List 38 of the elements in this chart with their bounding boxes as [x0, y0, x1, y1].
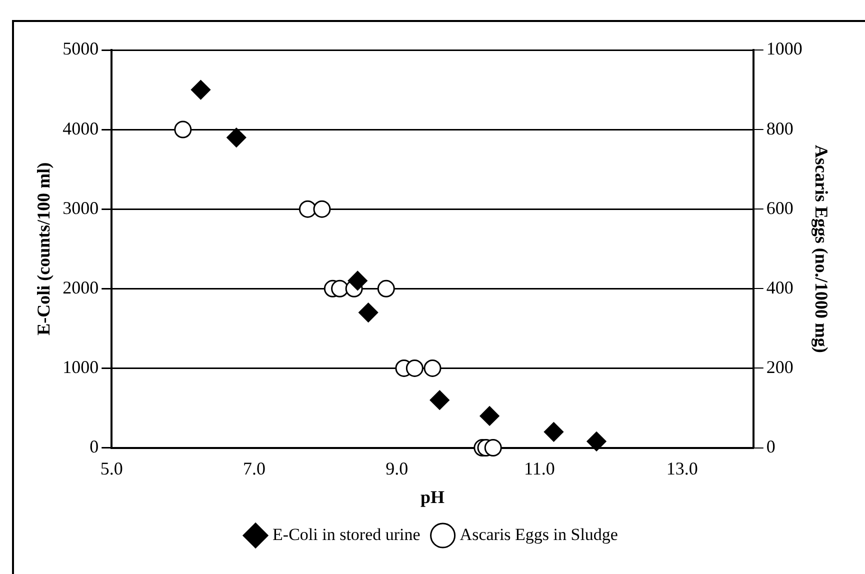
- legend-label: Ascaris Eggs in Sludge: [460, 524, 618, 544]
- point: [226, 128, 246, 148]
- point: [348, 270, 368, 290]
- point: [190, 80, 210, 100]
- y2-tick-label: 200: [766, 356, 794, 377]
- legend-label: E-Coli in stored urine: [272, 524, 420, 544]
- point: [331, 280, 349, 298]
- x-tick-label: 7.0: [242, 458, 266, 478]
- y-axis-title: E-Coli (counts/100 ml): [33, 162, 54, 336]
- point: [406, 359, 424, 377]
- x-axis-title: pH: [420, 486, 445, 507]
- point: [424, 359, 442, 377]
- point: [586, 432, 606, 452]
- point: [377, 280, 395, 298]
- point: [430, 390, 450, 410]
- y2-tick-label: 0: [766, 436, 776, 457]
- x-tick-label: 5.0: [100, 458, 123, 478]
- x-tick-label: 9.0: [386, 458, 408, 478]
- y-tick-label: 0: [90, 436, 99, 457]
- y2-axis-title: Ascaris Eggs (no./1000 mg): [812, 144, 832, 353]
- y2-tick-label: 400: [766, 277, 794, 298]
- point: [358, 302, 378, 322]
- y2-tick-label: 600: [766, 198, 794, 218]
- point: [544, 422, 564, 442]
- point: [313, 200, 331, 218]
- y-tick-label: 5000: [62, 38, 99, 59]
- point: [174, 120, 192, 138]
- y-tick-label: 4000: [62, 118, 99, 138]
- y-tick-label: 1000: [62, 356, 99, 377]
- y-tick-label: 3000: [62, 198, 99, 218]
- point: [480, 406, 500, 426]
- y-tick-label: 2000: [62, 277, 99, 298]
- x-tick-label: 13.0: [666, 458, 698, 478]
- y2-tick-label: 1000: [766, 38, 802, 59]
- x-tick-label: 11.0: [524, 458, 555, 478]
- y2-tick-label: 800: [766, 118, 794, 138]
- point: [298, 200, 316, 218]
- point: [484, 439, 502, 457]
